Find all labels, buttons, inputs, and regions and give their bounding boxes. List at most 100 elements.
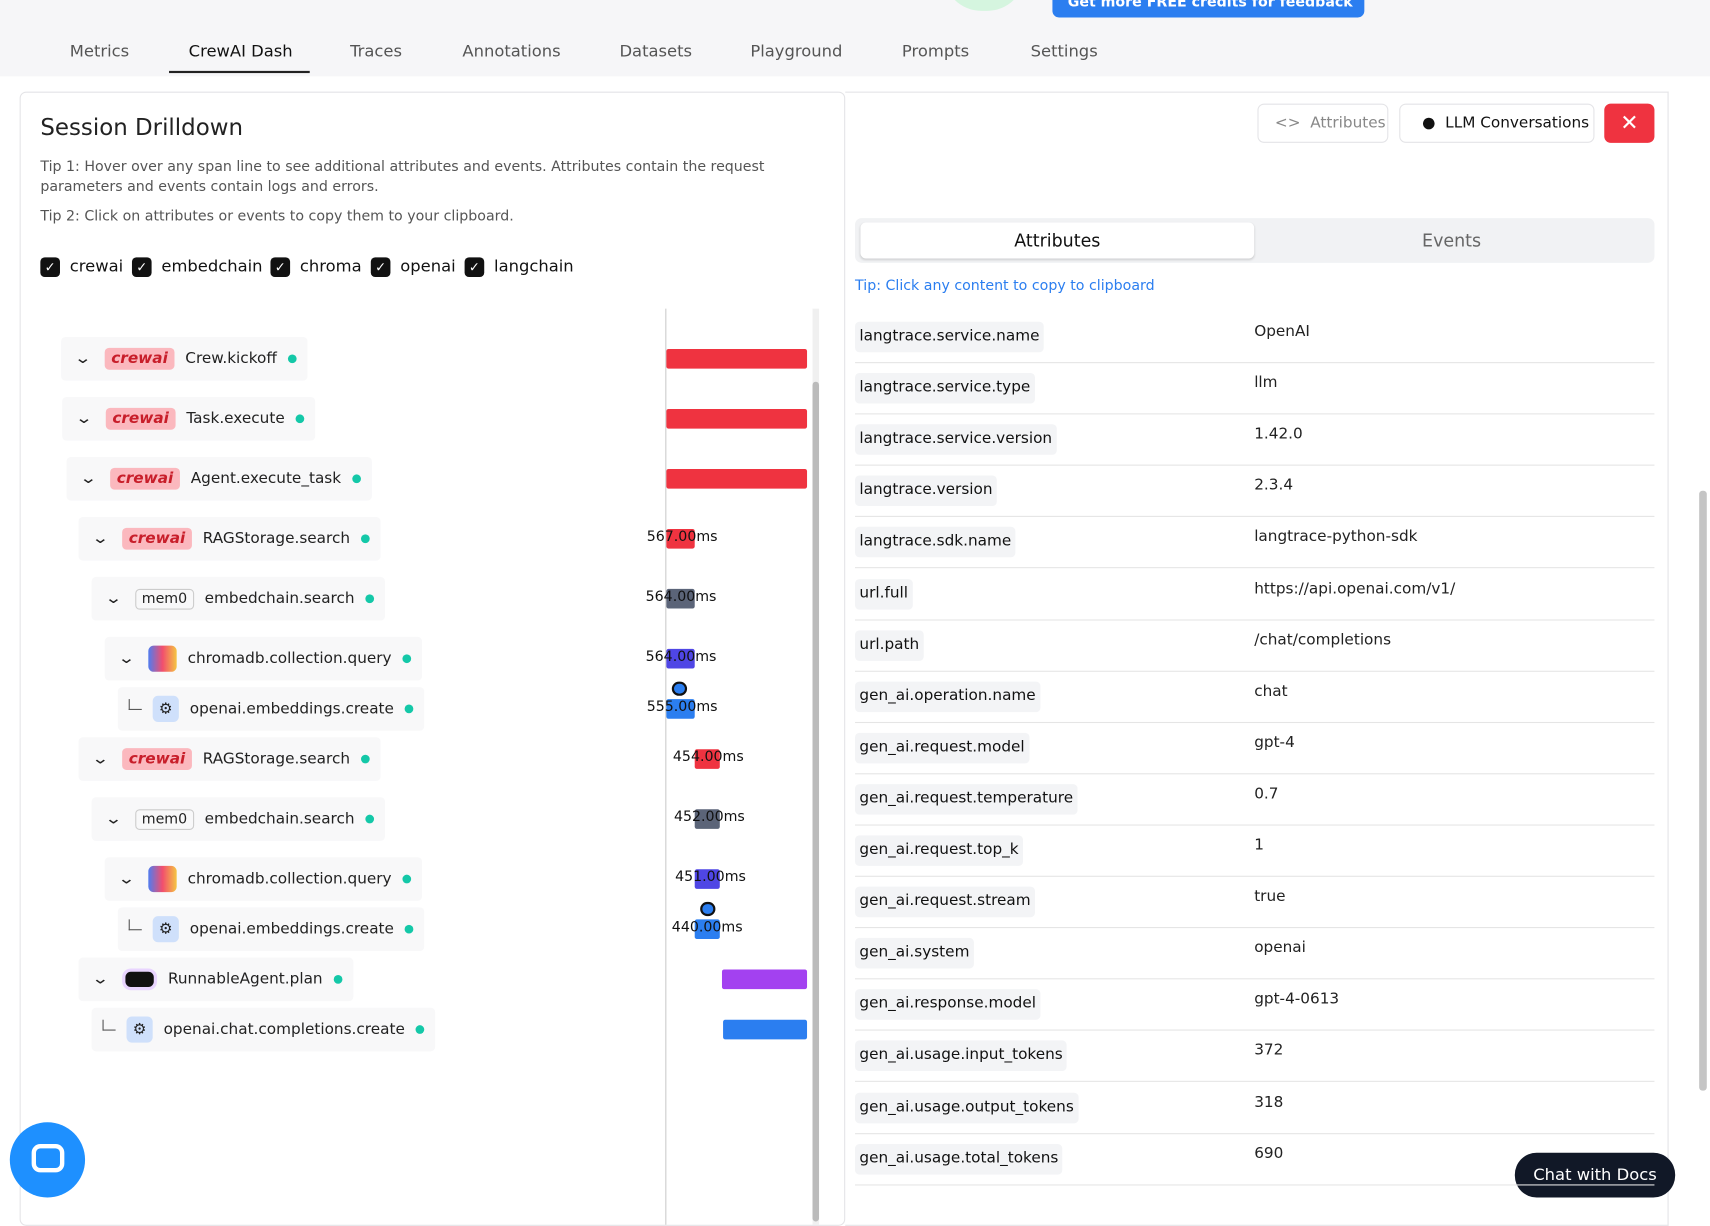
attr-value[interactable]: 1.42.0 xyxy=(1254,425,1303,443)
attr-value[interactable]: 0.7 xyxy=(1254,785,1279,803)
nav-tab[interactable]: Prompts xyxy=(901,41,970,62)
span-row[interactable]: ⚙ openai.chat.completions.create xyxy=(91,1007,436,1052)
span-row[interactable]: ⌄ crewai RAGStorage.search xyxy=(78,516,381,561)
nav-tab[interactable]: Annotations xyxy=(462,41,561,62)
attr-value[interactable]: 2.3.4 xyxy=(1254,476,1294,495)
attr-key[interactable]: gen_ai.request.top_k xyxy=(855,835,1023,866)
promo-button[interactable]: Get more FREE credits for feedback xyxy=(1052,0,1365,18)
attr-value[interactable]: OpenAI xyxy=(1254,322,1310,341)
close-button[interactable]: ✕ xyxy=(1604,103,1655,143)
nav-tab[interactable]: Metrics xyxy=(69,41,130,62)
attr-value[interactable]: llm xyxy=(1254,374,1278,392)
span-row[interactable]: ⌄ chromadb.collection.query xyxy=(104,857,423,901)
span-row[interactable]: ⚙ openai.embeddings.create xyxy=(117,907,425,952)
span-name: Task.execute xyxy=(186,410,285,428)
attr-key[interactable]: langtrace.service.name xyxy=(855,321,1044,353)
attr-key[interactable]: gen_ai.usage.total_tokens xyxy=(855,1143,1063,1175)
attr-value[interactable]: chat xyxy=(1254,682,1288,700)
toolbar-button[interactable]: ● LLM Conversations xyxy=(1399,103,1595,143)
chevron: ⌄ xyxy=(117,870,136,888)
span-name: embedchain.search xyxy=(204,590,355,608)
attr-value[interactable]: 372 xyxy=(1254,1041,1284,1060)
attr-key[interactable]: langtrace.sdk.name xyxy=(855,527,1016,558)
tree-line xyxy=(128,919,142,931)
chat-docs-button[interactable]: Chat with Docs xyxy=(1514,1152,1676,1198)
icon: ⚙ xyxy=(152,916,179,943)
tab[interactable]: Events xyxy=(1422,230,1482,251)
row-divider xyxy=(855,1029,1655,1031)
span-bar xyxy=(666,468,808,489)
attr-key[interactable]: langtrace.service.version xyxy=(855,424,1057,455)
filter-label[interactable]: langchain xyxy=(494,256,574,276)
filter-label[interactable]: openai xyxy=(400,256,456,276)
active-tab xyxy=(860,222,1255,259)
attr-value[interactable]: gpt-4 xyxy=(1254,733,1295,752)
span-row[interactable]: ⌄ crewai Crew.kickoff xyxy=(61,336,308,381)
checkbox[interactable]: ✓ xyxy=(131,257,152,278)
timeline-axis xyxy=(665,308,667,1225)
filter-label[interactable]: crewai xyxy=(69,256,124,276)
attr-value[interactable]: openai xyxy=(1254,939,1306,957)
span-bar xyxy=(694,809,720,829)
attr-value[interactable]: langtrace-python-sdk xyxy=(1254,528,1418,546)
attr-key[interactable]: gen_ai.request.stream xyxy=(855,886,1036,918)
checkbox[interactable]: ✓ xyxy=(370,257,391,278)
attr-value[interactable]: 690 xyxy=(1254,1144,1284,1163)
span-row[interactable]: ⌄ crewai Agent.execute_task xyxy=(66,456,372,501)
attr-key[interactable]: gen_ai.response.model xyxy=(855,989,1041,1021)
attr-key[interactable]: gen_ai.operation.name xyxy=(855,681,1041,712)
event-marker[interactable] xyxy=(700,901,716,917)
attr-value[interactable]: 318 xyxy=(1254,1093,1284,1111)
filter-label[interactable]: chroma xyxy=(299,256,362,276)
nav-tab[interactable]: Datasets xyxy=(619,41,693,62)
nav-tab[interactable]: Playground xyxy=(750,41,843,62)
event-marker[interactable] xyxy=(671,681,688,696)
chat-launcher[interactable] xyxy=(9,1122,86,1198)
status-dot xyxy=(365,814,375,824)
span-row[interactable]: ⌄ crewai Task.execute xyxy=(62,396,316,441)
span-row[interactable]: ⌄ crewai RAGStorage.search xyxy=(78,737,381,781)
attr-key[interactable]: gen_ai.request.temperature xyxy=(855,784,1078,815)
attr-value[interactable]: true xyxy=(1254,887,1286,906)
attr-value[interactable]: https://api.openai.com/v1/ xyxy=(1254,579,1456,598)
tree-line xyxy=(128,699,142,710)
filter-label[interactable]: embedchain xyxy=(161,256,263,276)
attr-key[interactable]: gen_ai.usage.input_tokens xyxy=(855,1040,1068,1072)
checkbox[interactable]: ✓ xyxy=(270,257,291,278)
span-row[interactable]: ⌄ RunnableAgent.plan xyxy=(78,957,354,1002)
span-name: RunnableAgent.plan xyxy=(167,970,323,989)
span-row[interactable]: ⚙ openai.embeddings.create xyxy=(117,687,425,731)
span-bar xyxy=(666,408,808,429)
checkbox[interactable]: ✓ xyxy=(464,257,485,278)
toolbar-button[interactable]: <> Attributes xyxy=(1257,103,1389,143)
status-dot xyxy=(333,974,343,984)
attr-key[interactable]: url.path xyxy=(855,629,924,661)
attr-key[interactable]: gen_ai.usage.output_tokens xyxy=(855,1092,1079,1123)
attr-key[interactable]: url.full xyxy=(855,578,913,610)
attr-key[interactable]: langtrace.version xyxy=(855,475,997,507)
span-name: chromadb.collection.query xyxy=(187,870,392,888)
tab[interactable]: Attributes xyxy=(1014,230,1101,251)
span-row[interactable]: ⌄ mem0 embedchain.search xyxy=(91,576,386,621)
status-dot xyxy=(404,924,414,934)
nav-tab[interactable]: Settings xyxy=(1030,41,1098,62)
attr-key[interactable]: langtrace.service.type xyxy=(855,373,1035,404)
row-divider xyxy=(855,721,1655,723)
status-dot xyxy=(402,874,412,884)
nav-tab[interactable]: CrewAI Dash xyxy=(188,41,293,62)
span-row[interactable]: ⌄ mem0 embedchain.search xyxy=(91,797,386,841)
scrollbar[interactable] xyxy=(812,381,820,1222)
span-bar xyxy=(666,528,695,549)
chevron: ⌄ xyxy=(91,530,110,548)
span-row[interactable]: ⌄ chromadb.collection.query xyxy=(104,636,423,681)
nav-tab[interactable]: Traces xyxy=(350,41,403,62)
scrollbar[interactable] xyxy=(1699,490,1707,1091)
attr-value[interactable]: /chat/completions xyxy=(1254,631,1392,649)
attr-value[interactable]: 1 xyxy=(1254,836,1264,854)
checkbox[interactable]: ✓ xyxy=(40,257,60,278)
attr-key[interactable]: gen_ai.request.model xyxy=(855,732,1030,764)
attr-value[interactable]: gpt-4-0613 xyxy=(1254,990,1340,1009)
attr-key[interactable]: gen_ai.system xyxy=(855,938,974,969)
